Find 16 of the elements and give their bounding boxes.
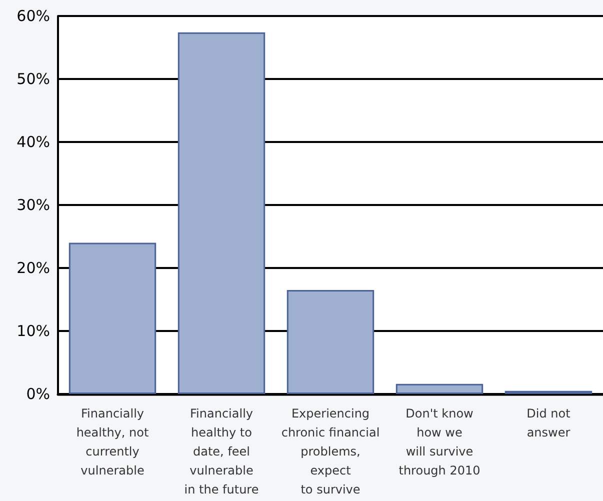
y-tick-label: 30% [16,196,50,214]
bar [178,32,266,394]
y-tick-label: 60% [16,7,50,25]
x-tick-label: Don't know how we will survive through 2010 [398,406,480,478]
y-tick-label: 50% [16,70,50,88]
x-tick-label: Financially healthy to date, feel vulnerable in the future [184,406,259,496]
bar [396,384,484,394]
y-tick-label: 10% [16,322,50,340]
bar [68,242,156,394]
x-tick-label: Did not answer [526,406,571,440]
y-tick-label: 20% [16,259,50,277]
x-tick-label: Financially healthy, not currently vulnerable [76,406,149,478]
y-tick-label: 0% [26,385,50,403]
x-tick-label: Experiencing chronic financial problems, expect to survive [281,406,380,496]
bar [286,290,374,394]
y-tick-label: 40% [16,133,50,151]
